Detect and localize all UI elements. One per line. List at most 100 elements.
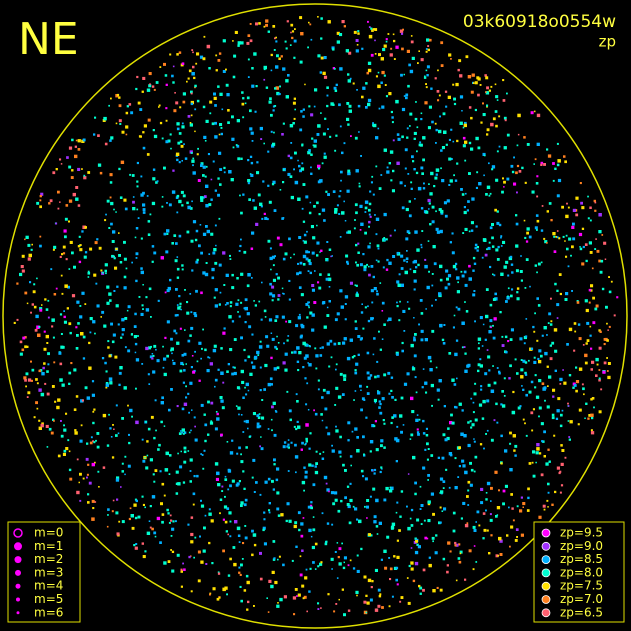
star: [25, 235, 29, 239]
star: [79, 305, 82, 307]
star: [25, 372, 29, 376]
star: [244, 359, 247, 362]
star: [533, 330, 536, 333]
star: [297, 197, 301, 201]
star: [603, 338, 607, 341]
star: [272, 278, 276, 282]
star: [241, 91, 244, 94]
star: [581, 262, 585, 266]
star: [387, 371, 391, 375]
star: [444, 214, 448, 218]
star: [162, 366, 165, 369]
star: [62, 252, 66, 255]
star: [311, 464, 314, 467]
star: [307, 251, 310, 254]
star: [197, 550, 201, 554]
star: [87, 171, 91, 174]
star: [192, 164, 194, 167]
star: [335, 134, 338, 137]
star: [190, 90, 193, 94]
star: [192, 171, 196, 175]
star: [115, 434, 118, 437]
star: [240, 369, 244, 374]
star: [116, 285, 119, 288]
star: [135, 420, 139, 425]
star: [265, 23, 268, 27]
star: [335, 83, 338, 86]
star: [247, 355, 251, 359]
star: [171, 74, 174, 78]
star: [229, 484, 232, 488]
star: [535, 214, 539, 217]
star: [258, 345, 263, 349]
star: [63, 424, 65, 427]
star: [240, 238, 242, 241]
star: [396, 161, 400, 165]
star: [36, 382, 39, 385]
star: [474, 320, 476, 323]
star: [324, 407, 328, 411]
star: [232, 40, 234, 42]
star: [375, 217, 380, 221]
star: [319, 347, 322, 349]
star: [460, 188, 463, 191]
star: [229, 348, 233, 352]
star: [281, 133, 284, 136]
star: [443, 405, 446, 408]
star: [76, 458, 79, 461]
star: [285, 95, 289, 99]
star: [522, 506, 524, 508]
star: [572, 382, 576, 386]
star: [457, 281, 459, 284]
star: [473, 440, 476, 443]
star: [360, 311, 364, 314]
star: [256, 414, 260, 418]
star: [554, 490, 557, 494]
star: [56, 405, 60, 410]
star: [511, 410, 516, 415]
star: [390, 376, 394, 379]
star: [168, 408, 171, 412]
star: [136, 75, 139, 79]
star: [241, 102, 245, 106]
star: [105, 386, 108, 389]
star: [259, 202, 263, 206]
star: [238, 315, 241, 318]
star: [458, 560, 462, 564]
star: [517, 113, 521, 118]
star: [233, 54, 237, 58]
star: [118, 104, 122, 108]
star: [380, 174, 383, 176]
star: [383, 498, 387, 502]
star: [537, 357, 540, 360]
star: [425, 69, 428, 72]
star: [276, 366, 280, 370]
star: [588, 241, 592, 245]
star: [288, 298, 291, 301]
star: [464, 352, 467, 355]
star: [43, 330, 46, 333]
star: [520, 533, 524, 537]
star: [454, 544, 457, 547]
star: [447, 274, 452, 278]
star: [464, 523, 469, 528]
star: [565, 234, 568, 237]
star: [302, 108, 305, 111]
star: [267, 477, 271, 481]
star: [334, 551, 337, 553]
star: [463, 346, 466, 348]
star: [422, 466, 426, 470]
star: [126, 309, 129, 312]
star: [272, 540, 276, 543]
star: [486, 429, 489, 432]
star: [334, 491, 338, 495]
star: [176, 211, 179, 214]
star: [239, 573, 242, 576]
star: [399, 181, 403, 185]
star: [348, 51, 352, 55]
star: [276, 507, 280, 511]
star: [464, 283, 468, 287]
star: [227, 363, 230, 366]
star: [495, 554, 499, 558]
star: [410, 561, 414, 565]
